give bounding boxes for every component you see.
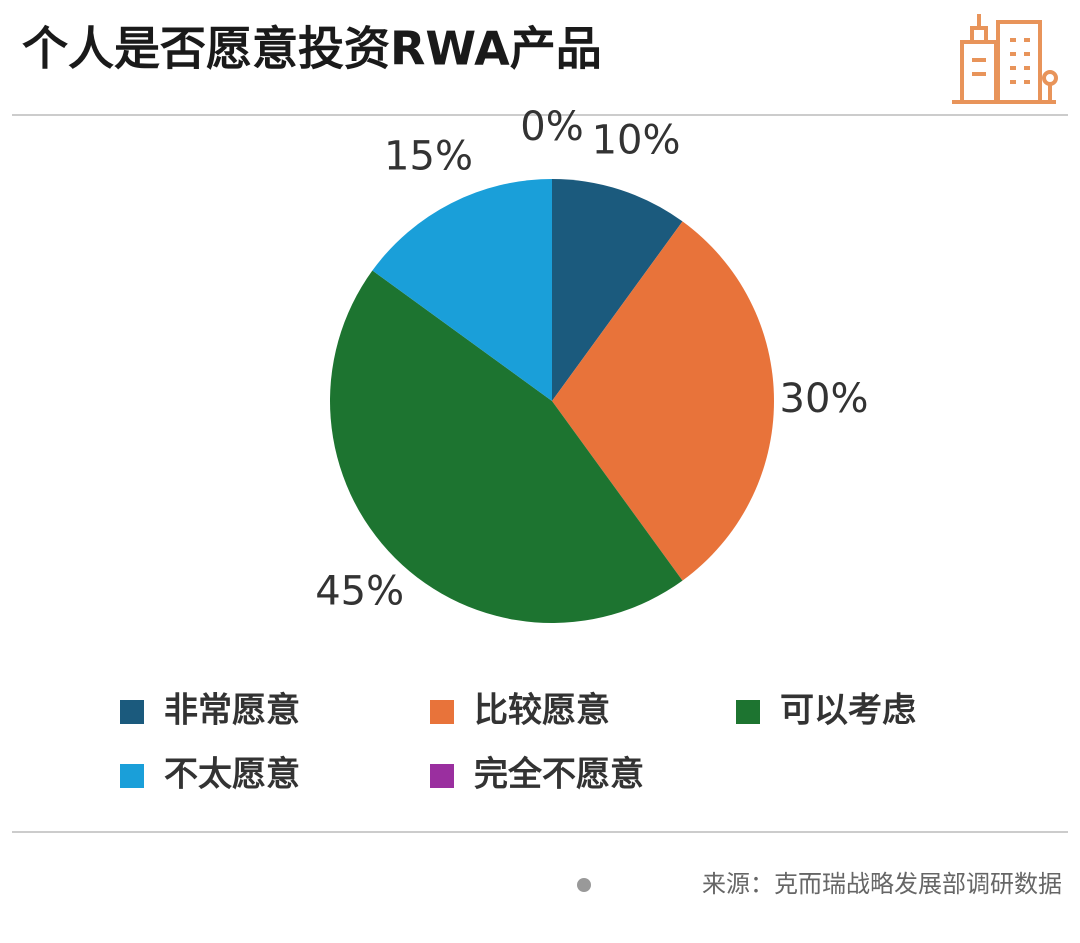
- legend-swatch: [120, 764, 144, 788]
- legend-swatch: [120, 700, 144, 724]
- legend-label: 比较愿意: [474, 691, 610, 731]
- building-icon: [952, 14, 1058, 104]
- chart-title: 个人是否愿意投资RWA产品: [22, 22, 602, 76]
- data-label: 0%: [520, 104, 583, 150]
- legend-swatch: [430, 764, 454, 788]
- pie-slice: [552, 221, 774, 581]
- pie-slice: [372, 179, 552, 401]
- legend-label: 可以考虑: [780, 691, 916, 731]
- pie-slice: [552, 179, 683, 401]
- source: 来源：克而瑞战略发展部调研数据: [702, 870, 1062, 898]
- legend-label: 完全不愿意: [474, 755, 644, 795]
- legend-label: 非常愿意: [164, 691, 300, 731]
- pie-slice: [329, 270, 683, 623]
- data-label: 45%: [315, 568, 404, 614]
- legend-swatch: [430, 700, 454, 724]
- legend-swatch: [736, 700, 760, 724]
- source-dot: [577, 878, 591, 892]
- legend-label: 不太愿意: [164, 755, 300, 795]
- data-label: 30%: [780, 376, 869, 422]
- data-label: 15%: [384, 134, 473, 180]
- data-label: 10%: [592, 117, 681, 163]
